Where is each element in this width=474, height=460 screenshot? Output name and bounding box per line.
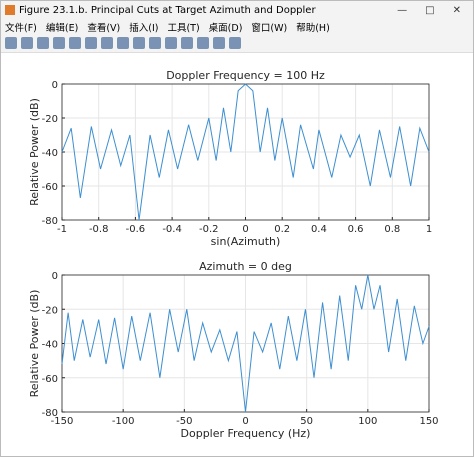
chart-title: Doppler Frequency = 100 Hz bbox=[166, 69, 325, 82]
y-tick-label: -40 bbox=[42, 340, 58, 351]
y-tick-label: -60 bbox=[42, 182, 58, 193]
x-tick-label: -0.4 bbox=[162, 224, 182, 235]
chart-title: Azimuth = 0 deg bbox=[199, 260, 292, 273]
x-tick-label: 100 bbox=[358, 416, 377, 427]
y-tick-label: -20 bbox=[42, 114, 58, 125]
window-title: Figure 23.1.b. Principal Cuts at Target … bbox=[19, 4, 316, 16]
tool-button[interactable] bbox=[149, 37, 161, 49]
toolbar bbox=[1, 34, 473, 53]
y-tick-label: -80 bbox=[42, 408, 58, 419]
tool-button[interactable] bbox=[85, 37, 97, 49]
y-tick-label: 0 bbox=[52, 271, 58, 282]
y-tick-label: -80 bbox=[42, 216, 58, 227]
tool-button[interactable] bbox=[37, 37, 49, 49]
tool-button[interactable] bbox=[117, 37, 129, 49]
tool-button[interactable] bbox=[213, 37, 225, 49]
menu-item[interactable]: 编辑(E) bbox=[45, 22, 79, 34]
maximize[interactable]: □ bbox=[425, 4, 435, 16]
x-tick-label: -0.6 bbox=[126, 224, 146, 235]
tool-button[interactable] bbox=[53, 37, 65, 49]
x-tick-label: 0.6 bbox=[348, 224, 364, 235]
title-bar: Figure 23.1.b. Principal Cuts at Target … bbox=[1, 1, 473, 19]
y-tick-label: -60 bbox=[42, 374, 58, 385]
menu-item[interactable]: 查看(V) bbox=[87, 22, 121, 34]
tool-button[interactable] bbox=[229, 37, 241, 49]
data-line bbox=[61, 83, 430, 221]
menu-item[interactable]: 插入(I) bbox=[129, 22, 159, 34]
tool-button[interactable] bbox=[21, 37, 33, 49]
x-tick-label: -50 bbox=[176, 416, 192, 427]
x-tick-label: 0 bbox=[242, 416, 248, 427]
data-line bbox=[61, 274, 430, 413]
x-tick-label: -150 bbox=[51, 416, 74, 427]
tool-button[interactable] bbox=[133, 37, 145, 49]
menu-item[interactable]: 工具(T) bbox=[167, 22, 200, 34]
menu-item[interactable]: 文件(F) bbox=[5, 22, 37, 34]
y-tick-label: 0 bbox=[52, 80, 58, 91]
tool-button[interactable] bbox=[5, 37, 17, 49]
tool-button[interactable] bbox=[197, 37, 209, 49]
x-tick-label: 50 bbox=[300, 416, 313, 427]
x-tick-label: 150 bbox=[419, 416, 438, 427]
y-axis-label: Relative Power (dB) bbox=[28, 290, 41, 398]
x-tick-label: -1 bbox=[57, 224, 67, 235]
menu-item[interactable]: 窗口(W) bbox=[251, 22, 288, 34]
tool-button[interactable] bbox=[181, 37, 193, 49]
x-tick-label: 0.4 bbox=[311, 224, 327, 235]
tool-button[interactable] bbox=[69, 37, 81, 49]
x-tick-label: 0.2 bbox=[274, 224, 290, 235]
menu-item[interactable]: 桌面(D) bbox=[208, 22, 243, 34]
x-axis-label: Doppler Frequency (Hz) bbox=[181, 427, 311, 440]
x-tick-label: 0.8 bbox=[384, 224, 400, 235]
figure-canvas: -1 -0.8 -0.6 -0.4 -0.2 0 0.2 0.4 0.6 0.8 1 -80 -60 -4… bbox=[28, 69, 439, 440]
menu-item[interactable]: 帮助(H) bbox=[296, 22, 330, 34]
window-controls: — □ ✕ bbox=[397, 5, 473, 16]
app-icon bbox=[5, 5, 15, 15]
x-tick-label: -0.8 bbox=[89, 224, 109, 235]
x-tick-label: 0 bbox=[242, 224, 248, 235]
tool-button[interactable] bbox=[101, 37, 113, 49]
x-axis-label: sin(Azimuth) bbox=[211, 235, 281, 248]
y-tick-label: -40 bbox=[42, 148, 58, 159]
minimize[interactable]: — bbox=[397, 4, 408, 16]
x-tick-label: -100 bbox=[112, 416, 135, 427]
menu-bar: 文件(F) 编辑(E) 查看(V) 插入(I) 工具(T) 桌面(D) 窗口(W) 帮助(H) bbox=[1, 19, 473, 34]
x-tick-label: -0.2 bbox=[199, 224, 219, 235]
y-tick-label: -20 bbox=[42, 305, 58, 316]
tool-button[interactable] bbox=[165, 37, 177, 49]
y-axis-label: Relative Power (dB) bbox=[28, 98, 41, 206]
x-tick-label: 1 bbox=[426, 224, 432, 235]
close[interactable]: ✕ bbox=[452, 4, 461, 16]
